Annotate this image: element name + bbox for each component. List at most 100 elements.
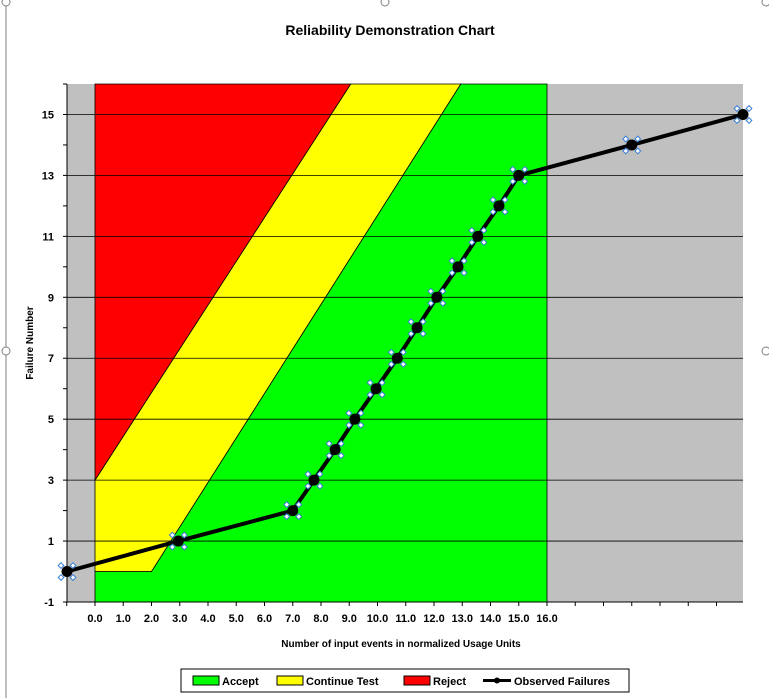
- legend-label: Accept: [222, 676, 259, 688]
- data-point-marker: [626, 139, 638, 151]
- resize-handle-top-left[interactable]: [1, 0, 11, 7]
- data-point-marker: [349, 413, 361, 425]
- legend-swatch: [403, 675, 431, 686]
- selection-handle: [337, 452, 345, 460]
- selection-handle: [733, 116, 741, 125]
- data-point-marker: [61, 566, 73, 578]
- resize-handle-top[interactable]: [380, 0, 390, 7]
- x-tick-label: 3.0: [172, 613, 187, 625]
- x-tick-label: 2.0: [144, 613, 159, 625]
- legend-item-continue-test: Continue Test: [276, 675, 379, 688]
- y-axis-title: Failure Number: [25, 306, 36, 379]
- selection-handle: [168, 531, 176, 539]
- x-tick-label: 12.0: [423, 613, 444, 625]
- data-point: [283, 501, 303, 521]
- selection-handle: [480, 238, 488, 246]
- selection-handle: [325, 452, 333, 460]
- x-tick-label: 8.0: [313, 613, 328, 625]
- data-point-marker: [370, 383, 382, 395]
- selection-handle: [316, 470, 324, 478]
- selection-handle: [419, 330, 427, 338]
- data-point: [622, 135, 642, 155]
- data-point-marker: [287, 505, 299, 517]
- selection-handle: [304, 482, 312, 490]
- data-point: [387, 348, 407, 368]
- x-tick-label: 4.0: [200, 613, 215, 625]
- selection-handle: [427, 287, 435, 295]
- selection-handle: [337, 440, 345, 448]
- selection-handle: [489, 196, 497, 204]
- data-point-marker: [493, 200, 505, 212]
- selection-handle: [399, 360, 407, 368]
- data-point: [468, 226, 488, 246]
- data-point: [345, 409, 365, 429]
- plot-area: [57, 83, 753, 606]
- data-point-marker: [391, 352, 403, 364]
- data-point: [448, 257, 468, 277]
- selection-handle: [387, 360, 395, 368]
- selection-handle: [521, 165, 529, 173]
- selection-handle: [345, 421, 353, 429]
- x-axis-tick-labels: 0.0 1.0 2.0 3.0 4.0 5.0 6.0 7.0 8.0 9.0 10.0 11.0 12…: [87, 613, 557, 625]
- selection-handle: [357, 409, 365, 417]
- y-tick-label: 3: [48, 475, 54, 487]
- data-point-marker: [431, 291, 443, 303]
- selection-handle: [283, 513, 291, 521]
- legend-label: Reject: [433, 676, 466, 688]
- selection-handle: [634, 135, 642, 143]
- region-reject: [94, 83, 352, 482]
- selection-handle: [501, 196, 509, 204]
- x-tick-label: 5.0: [229, 613, 244, 625]
- series-line: [66, 112, 744, 574]
- selection-handle: [439, 299, 447, 307]
- data-point: [57, 561, 77, 582]
- data-point-marker: [411, 322, 423, 334]
- y-tick-label: 13: [42, 170, 54, 182]
- selection-handle: [509, 165, 517, 173]
- selection-handle: [501, 208, 509, 216]
- data-point: [168, 531, 188, 551]
- selection-handle: [509, 177, 517, 185]
- data-point: [325, 440, 345, 460]
- selection-handle: [57, 573, 65, 582]
- selection-handle: [69, 573, 77, 582]
- legend-swatch: [192, 675, 220, 686]
- resize-handle-top-right[interactable]: [761, 0, 769, 7]
- selection-handle: [427, 299, 435, 307]
- x-tick-label: 0.0: [87, 613, 102, 625]
- x-tick-label: 6.0: [257, 613, 272, 625]
- selection-handle: [489, 208, 497, 216]
- resize-handle-left[interactable]: [1, 346, 11, 356]
- selection-handle: [366, 391, 374, 399]
- data-point-marker: [452, 261, 464, 273]
- resize-handle-right[interactable]: [761, 346, 769, 356]
- selection-handle: [448, 269, 456, 277]
- selection-handle: [634, 147, 642, 155]
- selection-handle: [357, 421, 365, 429]
- axes: [63, 83, 743, 606]
- selection-handle: [325, 440, 333, 448]
- y-tick-label: 9: [48, 292, 54, 304]
- selection-handle: [468, 238, 476, 246]
- y-tick-label: 5: [48, 414, 54, 426]
- selection-handle: [733, 104, 741, 113]
- data-point-marker: [513, 169, 525, 181]
- x-tick-label: 14.0: [480, 613, 501, 625]
- x-tick-label: 15.0: [508, 613, 529, 625]
- legend-swatch: [276, 675, 304, 686]
- x-tick-label: 1.0: [116, 613, 131, 625]
- selection-handle: [439, 287, 447, 295]
- selection-handle: [295, 513, 303, 521]
- observed-failures-series: [57, 104, 753, 582]
- selection-handle: [180, 531, 188, 539]
- legend-label: Continue Test: [306, 676, 379, 688]
- y-tick-label: 15: [42, 109, 54, 121]
- selection-handle: [480, 226, 488, 234]
- y-tick-label: 1: [48, 536, 54, 548]
- data-point: [489, 196, 509, 216]
- selection-handle: [283, 501, 291, 509]
- x-tick-label: 13.0: [452, 613, 473, 625]
- data-point-marker: [329, 444, 341, 456]
- x-axis-title: Number of input events in normalized Usa…: [281, 639, 521, 650]
